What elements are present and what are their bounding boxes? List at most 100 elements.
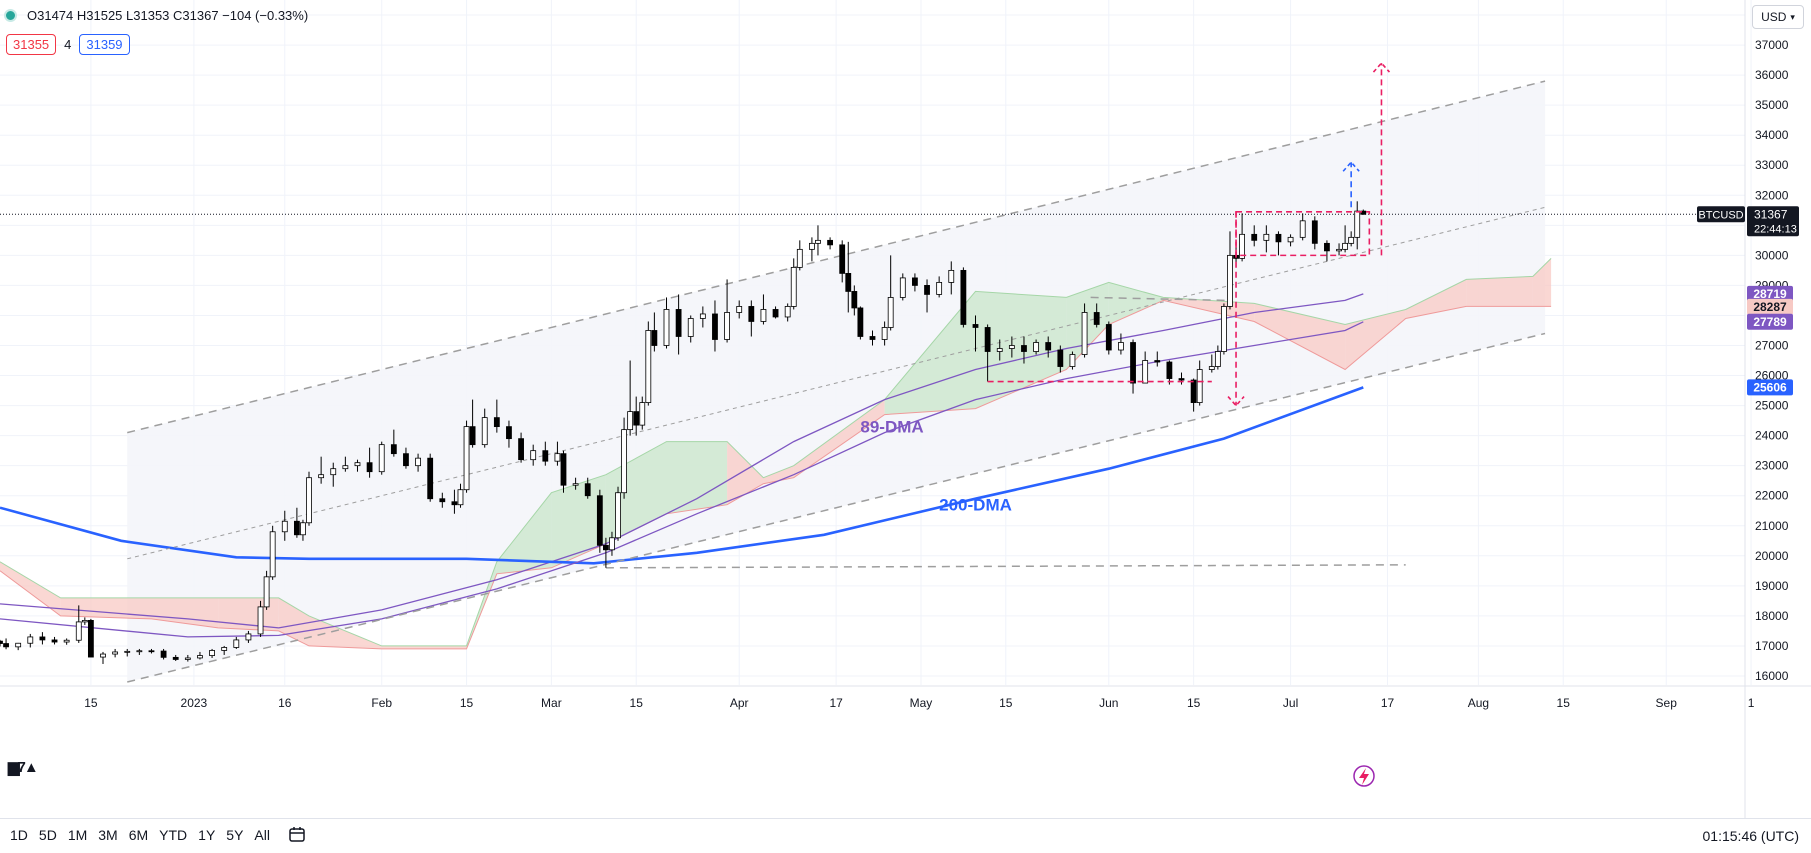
candle-body bbox=[1178, 378, 1185, 381]
range-5y[interactable]: 5Y bbox=[226, 827, 244, 843]
cloud-segment bbox=[975, 291, 1067, 409]
quote-widget: 31355 4 31359 bbox=[6, 34, 130, 55]
candle-body bbox=[318, 474, 325, 479]
time-tick-label: Feb bbox=[371, 696, 392, 710]
candle-body bbox=[912, 277, 918, 286]
candle-body bbox=[972, 324, 979, 328]
bottom-toolbar: 1D 5D 1M 3M 6M YTD 1Y 5Y All 01:15:46 (UTC) bbox=[0, 818, 1811, 853]
candle-body bbox=[403, 453, 409, 467]
candle-body bbox=[1239, 233, 1246, 259]
time-tick-label: 16 bbox=[278, 696, 292, 710]
candle-body bbox=[300, 522, 306, 536]
price-tick-label: 22000 bbox=[1755, 489, 1789, 503]
candle-body bbox=[39, 636, 46, 641]
calendar-icon[interactable] bbox=[288, 825, 306, 843]
candle-body bbox=[784, 306, 791, 318]
candle-body bbox=[1118, 342, 1124, 351]
channel-line-lower bbox=[127, 332, 1546, 683]
utc-clock[interactable]: 01:15:46 (UTC) bbox=[1702, 828, 1799, 844]
range-3m[interactable]: 3M bbox=[98, 827, 118, 843]
candle-body bbox=[1324, 242, 1330, 252]
buy-button[interactable]: 31359 bbox=[79, 34, 130, 55]
time-tick-label: Jun bbox=[1099, 696, 1118, 710]
range-6m[interactable]: 6M bbox=[128, 827, 149, 843]
channel-line-flat bbox=[605, 564, 1406, 569]
candle-body bbox=[609, 537, 615, 551]
candle-body bbox=[584, 483, 591, 497]
candle-body bbox=[506, 426, 512, 440]
candle-body bbox=[724, 312, 730, 340]
candle-body bbox=[924, 285, 930, 295]
candle-body bbox=[439, 498, 446, 503]
candle-body bbox=[809, 242, 815, 250]
symbol-badge-label: BTCUSD bbox=[1698, 209, 1743, 221]
candle-body bbox=[221, 647, 228, 651]
time-axis[interactable]: 15 2023 16 Feb 15 Mar 15 Apr 17 May 15 Jun 15 Jul 17 Au… bbox=[0, 685, 1811, 710]
candle-body bbox=[1208, 366, 1215, 370]
price-axis[interactable]: 16000 17000 18000 19000 20000 21000 22000 23000… bbox=[1697, 0, 1799, 818]
spread-value: 4 bbox=[64, 37, 72, 52]
channel-line-middle bbox=[127, 206, 1546, 560]
candle-body bbox=[518, 438, 524, 461]
ohlc-values: O31474 H31525 L31353 C31367 −104 (−0.33%… bbox=[27, 8, 309, 23]
cloud-segment bbox=[1345, 309, 1406, 370]
candle-body bbox=[1033, 342, 1039, 352]
candle-body bbox=[542, 450, 549, 462]
candle-body bbox=[1093, 312, 1100, 325]
candle-body bbox=[748, 306, 755, 322]
price-chart[interactable]: 89-DMA 200-DMA 16000 17000 18000 19000 20000… bbox=[0, 0, 1811, 818]
candle-body bbox=[81, 620, 88, 623]
cloud-segment bbox=[496, 492, 552, 574]
range-1y[interactable]: 1Y bbox=[198, 827, 216, 843]
price-tick-label: 37000 bbox=[1755, 38, 1789, 52]
range-ytd[interactable]: YTD bbox=[159, 827, 188, 843]
candle-body bbox=[481, 417, 488, 446]
lightning-icon[interactable] bbox=[1353, 765, 1375, 787]
candle-body bbox=[75, 621, 82, 641]
currency-label: USD bbox=[1761, 10, 1787, 24]
candle-body bbox=[1354, 210, 1361, 238]
price-badge-label: 28287 bbox=[1753, 300, 1787, 314]
candle-body bbox=[1196, 369, 1203, 403]
candle-body bbox=[790, 266, 797, 307]
candle-body bbox=[1166, 361, 1173, 379]
candle-body bbox=[984, 327, 991, 352]
range-5d[interactable]: 5D bbox=[38, 827, 57, 843]
cloud-segment bbox=[60, 597, 152, 619]
candle-body bbox=[1081, 312, 1088, 355]
time-tick-label: Aug bbox=[1468, 696, 1489, 710]
candle-body bbox=[881, 327, 888, 340]
candle-body bbox=[1311, 220, 1318, 244]
range-1d[interactable]: 1D bbox=[10, 827, 28, 843]
candle-body bbox=[427, 457, 434, 500]
candle-body bbox=[639, 402, 646, 426]
cloud-segment bbox=[605, 441, 667, 544]
candle-body bbox=[736, 306, 743, 313]
sell-button[interactable]: 31355 bbox=[6, 34, 57, 55]
range-1m[interactable]: 1M bbox=[67, 827, 88, 843]
candle-body bbox=[1154, 360, 1161, 363]
candle-body bbox=[560, 453, 567, 486]
candle-body bbox=[1360, 210, 1367, 215]
candle-body bbox=[281, 520, 288, 533]
channel-background bbox=[127, 81, 1546, 683]
candle-body bbox=[651, 330, 658, 346]
candle-body bbox=[948, 269, 955, 283]
candle-body bbox=[621, 429, 627, 494]
channel-line-flat2 bbox=[1090, 296, 1230, 302]
range-all[interactable]: All bbox=[254, 827, 270, 843]
candle-body bbox=[209, 650, 215, 656]
projection-drawings bbox=[987, 61, 1391, 407]
candle-body bbox=[1251, 233, 1258, 241]
candle-body bbox=[899, 277, 906, 298]
cloud-segment bbox=[1108, 282, 1164, 325]
price-badge-label: 28719 bbox=[1753, 287, 1787, 301]
candle-body bbox=[1263, 233, 1270, 241]
candle-body bbox=[851, 291, 858, 309]
time-tick-label: Sep bbox=[1656, 696, 1678, 710]
candle-body bbox=[269, 531, 276, 578]
candle-body bbox=[293, 520, 300, 536]
currency-select[interactable]: USD ▾ bbox=[1752, 5, 1804, 29]
candle-body bbox=[772, 309, 779, 318]
time-tick-label: Apr bbox=[730, 696, 749, 710]
